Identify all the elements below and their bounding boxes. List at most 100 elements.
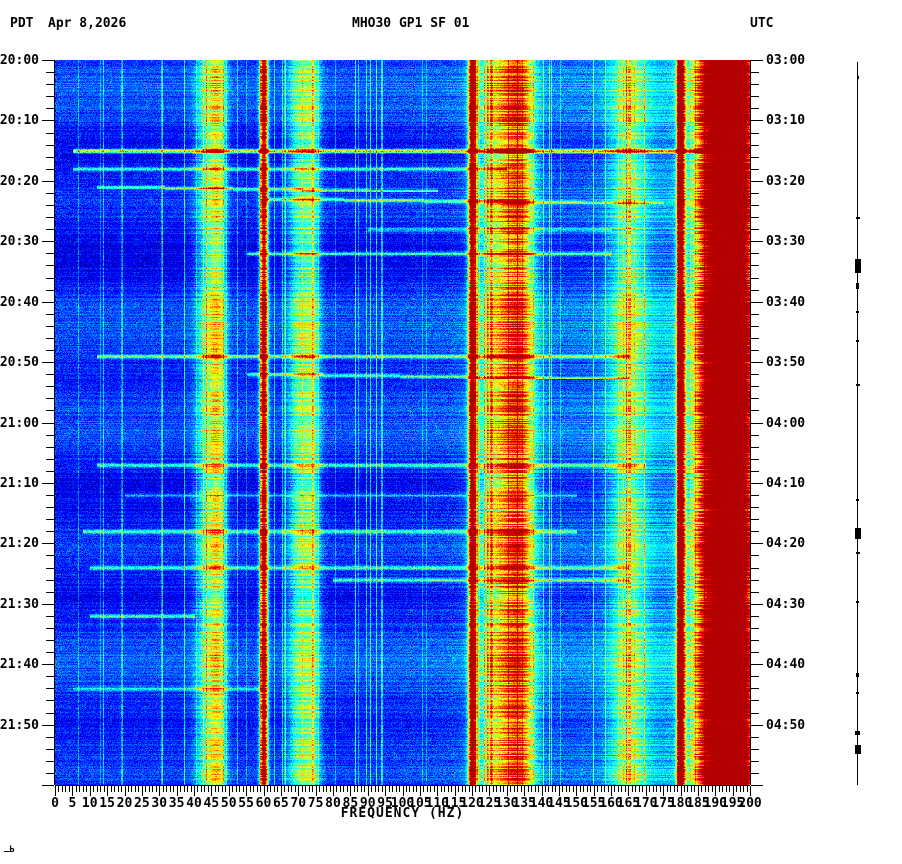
frequency-tick — [628, 786, 630, 796]
frequency-tick — [89, 786, 91, 796]
frequency-tick — [593, 786, 595, 796]
time-tick — [46, 277, 54, 279]
amplitude-mark — [855, 217, 860, 220]
frequency-tick — [148, 786, 150, 792]
time-tick — [751, 591, 759, 593]
time-tick — [751, 410, 759, 412]
frequency-tick — [708, 786, 710, 792]
time-tick — [751, 676, 759, 678]
frequency-tick — [343, 786, 345, 792]
amplitude-mark — [854, 745, 861, 755]
time-tick — [46, 712, 54, 714]
frequency-tick — [725, 786, 727, 792]
frequency-tick — [600, 786, 602, 792]
time-tick — [751, 374, 759, 376]
frequency-tick — [68, 786, 70, 792]
frequency-tick — [291, 786, 293, 792]
header-station-id: MHO30 GP1 SF 01 — [352, 16, 470, 31]
frequency-tick — [472, 786, 473, 796]
time-tick — [42, 664, 54, 666]
time-tick — [46, 156, 54, 158]
frequency-tick — [478, 786, 480, 792]
frequency-tick — [645, 786, 647, 796]
frequency-tick — [169, 786, 171, 792]
time-tick — [42, 422, 54, 424]
frequency-label: 35 — [168, 796, 185, 811]
time-tick — [751, 108, 759, 110]
frequency-tick — [399, 786, 401, 792]
frequency-tick — [110, 786, 112, 792]
frequency-tick — [503, 786, 505, 792]
frequency-tick — [649, 786, 651, 792]
time-tick — [751, 615, 759, 617]
time-label-right: 03:10 — [766, 113, 806, 129]
frequency-tick — [558, 786, 560, 796]
frequency-tick — [468, 786, 470, 792]
frequency-tick — [319, 786, 321, 792]
frequency-tick — [294, 786, 296, 792]
frequency-tick — [194, 786, 195, 796]
time-label-left: 20:50 — [0, 355, 39, 371]
frequency-tick — [617, 786, 619, 792]
time-tick — [751, 84, 759, 86]
frequency-tick — [541, 786, 543, 796]
frequency-tick — [100, 786, 102, 792]
frequency-tick — [555, 786, 557, 792]
time-tick — [46, 96, 54, 98]
time-tick — [46, 217, 54, 219]
frequency-tick — [228, 786, 230, 796]
time-tick — [42, 180, 54, 182]
frequency-tick — [166, 786, 168, 792]
frequency-tick — [576, 786, 578, 796]
frequency-tick — [357, 786, 359, 792]
frequency-tick — [263, 786, 265, 796]
frequency-tick — [284, 786, 286, 792]
time-tick — [751, 579, 759, 581]
frequency-label: 150 — [564, 796, 588, 811]
time-label-left: 21:20 — [0, 536, 39, 552]
time-tick — [46, 144, 54, 146]
frequency-tick — [235, 786, 237, 792]
time-tick — [751, 180, 763, 182]
time-tick — [751, 627, 759, 629]
amplitude-mark — [855, 730, 860, 735]
frequency-tick — [635, 786, 637, 792]
time-tick — [46, 652, 54, 654]
frequency-label: 195 — [720, 796, 745, 811]
amplitude-trace — [854, 62, 861, 785]
time-tick — [46, 748, 54, 750]
time-tick — [46, 84, 54, 86]
frequency-tick — [336, 786, 338, 792]
frequency-tick — [583, 786, 585, 792]
corner-mark: ـЬ — [4, 845, 15, 855]
frequency-label: 105 — [408, 796, 432, 811]
frequency-label: 30 — [151, 796, 168, 811]
frequency-label: 145 — [547, 796, 571, 811]
time-label-right: 03:50 — [766, 355, 806, 371]
frequency-label: 130 — [495, 796, 519, 811]
time-tick — [46, 434, 54, 436]
time-tick — [751, 470, 759, 472]
frequency-tick — [750, 786, 751, 796]
frequency-tick — [743, 786, 745, 792]
time-label-left: 20:10 — [0, 113, 39, 129]
time-tick — [751, 688, 759, 690]
frequency-tick — [124, 786, 126, 796]
time-tick — [751, 337, 759, 339]
frequency-tick — [107, 786, 109, 796]
time-label-right: 03:20 — [766, 173, 806, 189]
time-tick — [751, 60, 763, 61]
frequency-tick — [127, 786, 129, 792]
time-tick — [751, 700, 759, 702]
frequency-tick — [308, 786, 310, 792]
frequency-tick — [437, 786, 439, 796]
frequency-tick — [180, 786, 182, 792]
frequency-tick — [200, 786, 202, 792]
frequency-tick — [270, 786, 272, 792]
frequency-tick — [242, 786, 244, 792]
time-tick — [751, 168, 759, 170]
time-tick — [42, 603, 54, 605]
frequency-tick — [496, 786, 498, 792]
time-tick — [46, 313, 54, 315]
frequency-tick — [690, 786, 692, 792]
